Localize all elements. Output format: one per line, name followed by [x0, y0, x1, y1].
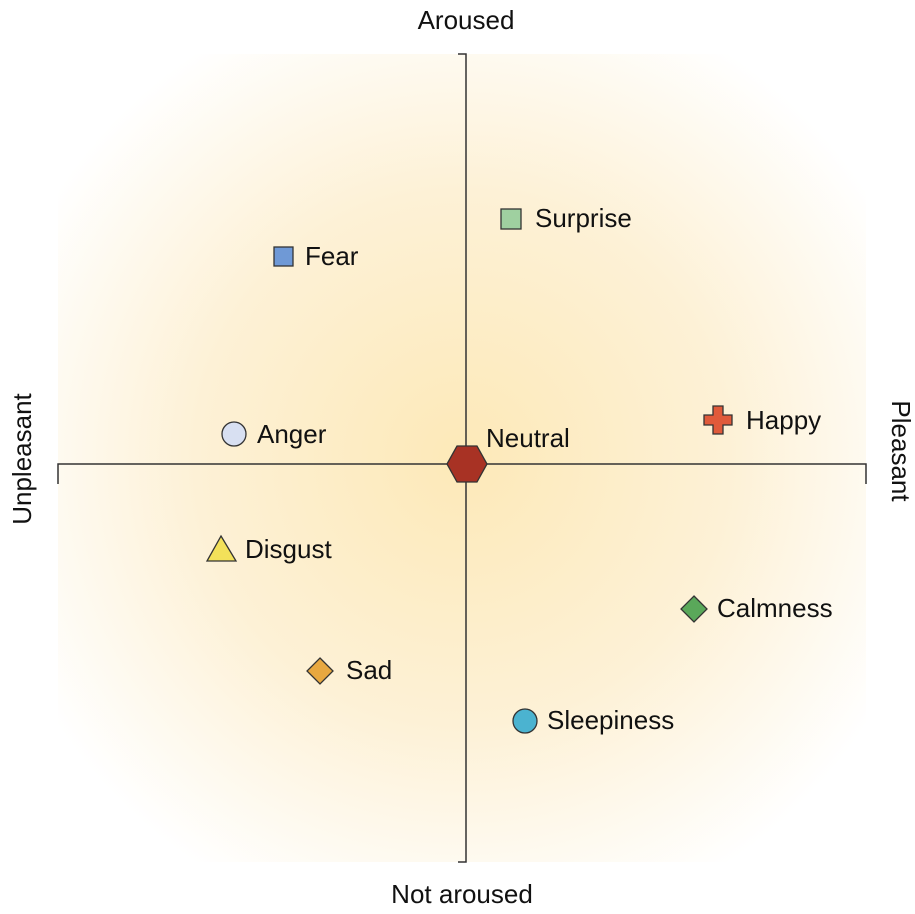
sleepiness-marker: [512, 708, 538, 734]
neutral-marker: [446, 445, 488, 483]
calmness-marker: [680, 595, 708, 623]
surprise-marker: [500, 208, 522, 230]
happy-marker: [703, 405, 733, 435]
node-label: Surprise: [535, 203, 632, 233]
fear-marker: [273, 246, 294, 267]
node-label: Sad: [346, 655, 392, 685]
axis-label-bottom: Not aroused: [391, 879, 533, 909]
node-label: Fear: [305, 241, 359, 271]
node-label: Disgust: [245, 534, 332, 564]
node-label: Calmness: [717, 593, 833, 623]
disgust-marker: [205, 534, 238, 562]
sad-marker: [306, 657, 334, 685]
node-label: Anger: [257, 419, 327, 449]
axis-label-top: Aroused: [418, 5, 515, 35]
axis-label-right: Pleasant: [886, 400, 915, 502]
node-label: Sleepiness: [547, 705, 674, 735]
anger-marker: [221, 421, 247, 447]
axis-label-left: Unpleasant: [7, 392, 37, 524]
node-label: Neutral: [486, 423, 570, 453]
node-label: Happy: [746, 405, 821, 435]
